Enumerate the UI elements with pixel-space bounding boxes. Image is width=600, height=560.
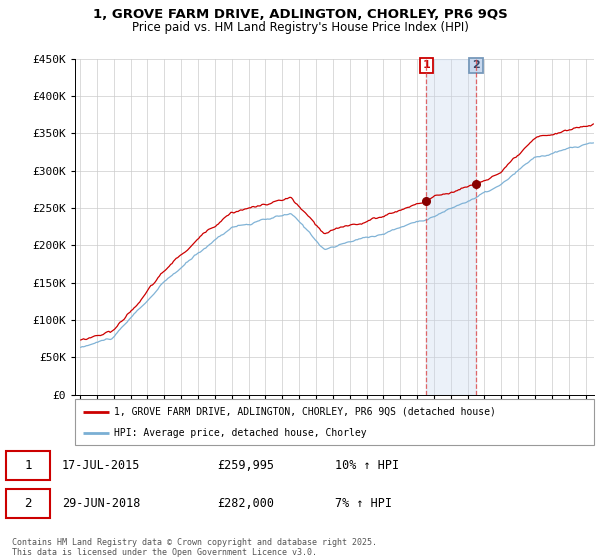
- Text: 2: 2: [24, 497, 32, 510]
- Text: 1: 1: [24, 459, 32, 472]
- Text: 1, GROVE FARM DRIVE, ADLINGTON, CHORLEY, PR6 9QS: 1, GROVE FARM DRIVE, ADLINGTON, CHORLEY,…: [92, 8, 508, 21]
- Text: 2: 2: [472, 60, 480, 71]
- Text: Contains HM Land Registry data © Crown copyright and database right 2025.
This d: Contains HM Land Registry data © Crown c…: [12, 538, 377, 557]
- Text: 1, GROVE FARM DRIVE, ADLINGTON, CHORLEY, PR6 9QS (detached house): 1, GROVE FARM DRIVE, ADLINGTON, CHORLEY,…: [114, 407, 496, 417]
- Text: 29-JUN-2018: 29-JUN-2018: [62, 497, 140, 510]
- Text: HPI: Average price, detached house, Chorley: HPI: Average price, detached house, Chor…: [114, 428, 367, 438]
- Text: £282,000: £282,000: [218, 497, 275, 510]
- Bar: [426, 59, 476, 395]
- Text: £259,995: £259,995: [218, 459, 275, 472]
- FancyBboxPatch shape: [6, 451, 50, 480]
- Text: 10% ↑ HPI: 10% ↑ HPI: [335, 459, 400, 472]
- Text: Price paid vs. HM Land Registry's House Price Index (HPI): Price paid vs. HM Land Registry's House …: [131, 21, 469, 34]
- Text: 1: 1: [422, 60, 430, 71]
- Text: 7% ↑ HPI: 7% ↑ HPI: [335, 497, 392, 510]
- Text: 17-JUL-2015: 17-JUL-2015: [62, 459, 140, 472]
- FancyBboxPatch shape: [6, 489, 50, 517]
